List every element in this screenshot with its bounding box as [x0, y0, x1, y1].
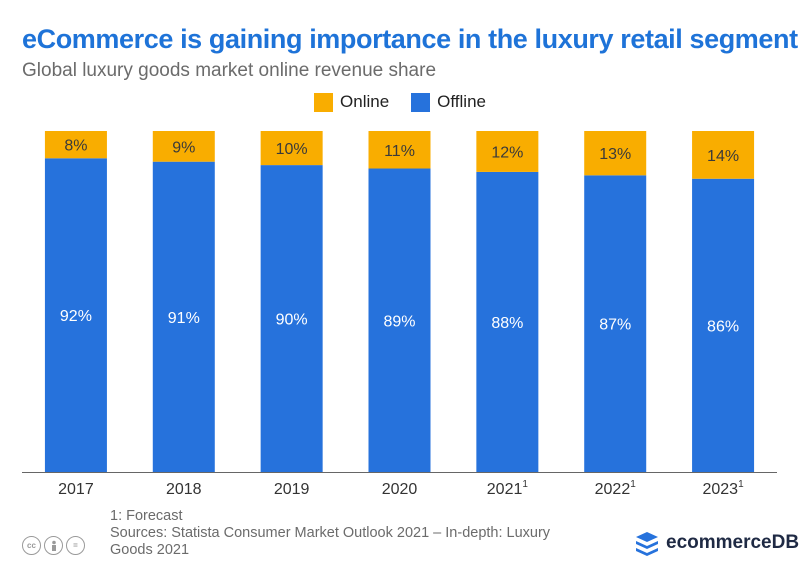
bar-online-2019 [260, 131, 323, 166]
x-tick-label-2018: 2018 [166, 481, 202, 498]
bar-online-2021 [476, 131, 539, 172]
bar-online-2022 [584, 131, 647, 176]
bar-offline-2020 [368, 168, 431, 472]
x-tick-superscript-2022: 1 [630, 479, 636, 490]
data-label-online-2017: 8% [64, 138, 87, 155]
chart-legend: Online Offline [0, 92, 800, 112]
chart-title: eCommerce is gaining importance in the l… [22, 24, 798, 54]
data-label-online-2020: 11% [384, 143, 415, 160]
bar-online-2023 [692, 131, 755, 179]
bar-offline-2019 [260, 165, 323, 472]
legend-swatch-offline [411, 92, 431, 112]
x-tick-label-2022: 20221 [595, 479, 637, 498]
x-tick-label-2023: 20231 [702, 479, 744, 498]
legend-item-offline: Offline [411, 92, 486, 112]
x-tick-label-2019: 2019 [274, 481, 310, 498]
source-line-2: Goods 2021 [110, 542, 190, 558]
bar-offline-2017 [44, 158, 107, 472]
stacked-layers-icon [636, 532, 658, 556]
data-label-online-2018: 9% [172, 139, 195, 156]
legend-label-online: Online [340, 92, 390, 111]
x-tick-label-2017: 2017 [58, 481, 94, 498]
bar-offline-2021 [476, 171, 539, 473]
legend-swatch-online [314, 92, 334, 112]
footer-notes: 1: Forecast Sources: Statista Consumer M… [110, 508, 590, 559]
source-line-1: Sources: Statista Consumer Market Outloo… [110, 525, 551, 541]
data-label-online-2023: 14% [707, 148, 739, 165]
bar-online-2018 [152, 131, 215, 162]
x-tick-superscript-2021: 1 [522, 479, 528, 490]
x-tick-superscript-2023: 1 [738, 479, 744, 490]
data-label-offline-2019: 90% [276, 312, 308, 329]
bar-online-2020 [368, 131, 431, 169]
data-label-offline-2020: 89% [383, 313, 415, 330]
data-label-offline-2017: 92% [60, 308, 92, 325]
bar-offline-2023 [692, 178, 755, 473]
by-icon [44, 536, 63, 555]
data-label-online-2021: 12% [491, 144, 523, 161]
data-label-online-2019: 10% [276, 141, 308, 158]
data-label-offline-2018: 91% [168, 310, 200, 327]
stacked-bar-chart: 92% 8% 2017 91% 9% 2018 90% 10% 2019 89% 11% 2020 88… [22, 131, 777, 498]
brand-name: ecommerceDB [666, 532, 800, 553]
x-tick-label-2021: 20211 [487, 479, 529, 498]
brand-logo: ecommerceDB [634, 530, 799, 556]
license-icons: cc = [22, 536, 85, 555]
bar-online-2017 [44, 131, 107, 159]
nd-icon: = [66, 536, 85, 555]
bar-offline-2022 [584, 175, 647, 472]
bar-offline-2018 [152, 161, 215, 472]
data-label-offline-2022: 87% [599, 317, 631, 334]
data-label-online-2022: 13% [599, 146, 631, 163]
legend-item-online: Online [314, 92, 389, 112]
legend-label-offline: Offline [437, 92, 486, 111]
cc-icon: cc [22, 536, 41, 555]
data-label-offline-2023: 86% [707, 318, 739, 335]
chart-subtitle: Global luxury goods market online revenu… [22, 60, 437, 81]
forecast-note: 1: Forecast [110, 508, 183, 524]
x-tick-label-2020: 2020 [382, 481, 418, 498]
data-label-offline-2021: 88% [491, 315, 523, 332]
